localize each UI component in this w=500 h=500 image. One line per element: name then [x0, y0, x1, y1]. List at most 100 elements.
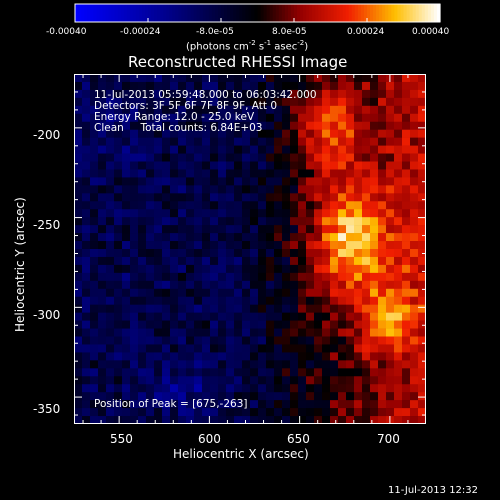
heatmap-cell: [370, 344, 379, 353]
heatmap-cell: [138, 400, 147, 409]
colorbar-segment: [233, 4, 237, 22]
heatmap-cell: [130, 408, 139, 417]
heatmap-cell: [290, 113, 299, 123]
heatmap-cell: [138, 153, 147, 162]
heatmap-cell: [410, 272, 419, 282]
heatmap-cell: [298, 304, 307, 313]
heatmap-cell: [178, 352, 187, 361]
heatmap-cell: [154, 328, 163, 337]
heatmap-cell: [330, 360, 339, 369]
heatmap-cell: [202, 280, 211, 290]
heatmap-cell: [154, 312, 163, 321]
heatmap-cell: [202, 360, 211, 369]
heatmap-cell: [130, 153, 139, 162]
colorbar-segment: [202, 4, 207, 22]
heatmap-cell: [386, 233, 395, 242]
heatmap-cell: [210, 312, 219, 321]
heatmap-cell: [338, 81, 347, 91]
heatmap-cell: [306, 280, 315, 290]
heatmap-cell: [282, 185, 291, 194]
heatmap-cell: [154, 225, 163, 234]
heatmap-cell: [74, 169, 83, 178]
heatmap-cell: [98, 320, 107, 329]
heatmap-cell: [154, 169, 163, 178]
heatmap-cell: [386, 392, 395, 401]
heatmap-cell: [186, 264, 195, 274]
heatmap-cell: [250, 368, 259, 377]
heatmap-cell: [234, 121, 243, 130]
heatmap-cell: [282, 256, 291, 266]
heatmap-cell: [298, 256, 307, 266]
heatmap-cell: [282, 416, 291, 424]
heatmap-cell: [138, 129, 147, 138]
colorbar-segment: [230, 4, 234, 22]
heatmap-cell: [354, 352, 363, 361]
heatmap-cell: [274, 209, 283, 218]
heatmap-cell: [74, 296, 83, 305]
heatmap-cell: [74, 384, 83, 393]
colorbar-segment: [87, 4, 91, 22]
heatmap-plot: [74, 74, 426, 424]
heatmap-cell: [354, 312, 363, 321]
heatmap-cell: [418, 169, 426, 178]
heatmap-cell: [122, 153, 131, 162]
heatmap-cell: [338, 296, 347, 305]
heatmap-cell: [282, 217, 291, 226]
heatmap-cell: [258, 161, 267, 170]
heatmap-cell: [346, 416, 355, 424]
heatmap-cell: [306, 169, 315, 178]
colorbar-segment: [342, 4, 347, 22]
heatmap-cell: [362, 280, 371, 290]
heatmap-cell: [306, 121, 315, 130]
heatmap-cell: [194, 256, 203, 266]
colorbar-segment: [415, 4, 420, 22]
heatmap-cell: [250, 352, 259, 361]
heatmap-cell: [274, 328, 283, 337]
heatmap-cell: [202, 328, 211, 337]
heatmap-cell: [386, 376, 395, 385]
heatmap-cell: [106, 256, 115, 266]
heatmap-cell: [346, 129, 355, 138]
detectors-annotation: Detectors: 3F 5F 6F 7F 8F 9F, Att 0: [94, 100, 278, 112]
heatmap-cell: [322, 129, 331, 138]
heatmap-cell: [338, 169, 347, 178]
heatmap-cell: [362, 145, 371, 154]
heatmap-cell: [402, 185, 411, 194]
heatmap-cell: [90, 81, 99, 91]
heatmap-cell: [410, 129, 419, 138]
heatmap-cell: [386, 145, 395, 154]
heatmap-cell: [106, 217, 115, 226]
heatmap-cell: [346, 256, 355, 266]
heatmap-cell: [146, 241, 155, 250]
heatmap-cell: [298, 225, 307, 234]
heatmap-cell: [282, 105, 291, 115]
heatmap-cell: [98, 153, 107, 162]
heatmap-cell: [154, 336, 163, 345]
heatmap-cell: [234, 352, 243, 361]
heatmap-cell: [202, 185, 211, 194]
heatmap-cell: [130, 121, 139, 130]
heatmap-cell: [298, 121, 307, 130]
heatmap-cell: [202, 376, 211, 385]
heatmap-cell: [418, 256, 426, 266]
heatmap-cell: [346, 145, 355, 154]
heatmap-cell: [338, 233, 347, 242]
heatmap-cell: [394, 153, 403, 162]
heatmap-cell: [106, 249, 115, 258]
heatmap-cell: [394, 416, 403, 424]
heatmap-cell: [178, 105, 187, 115]
heatmap-cell: [242, 121, 251, 130]
heatmap-cell: [186, 209, 195, 218]
heatmap-cell: [298, 288, 307, 298]
heatmap-cell: [98, 280, 107, 290]
heatmap-cell: [114, 312, 123, 321]
heatmap-cell: [282, 288, 291, 298]
heatmap-cell: [122, 225, 131, 234]
heatmap-cell: [90, 360, 99, 369]
heatmap-cell: [394, 89, 403, 99]
heatmap-cell: [274, 320, 283, 329]
heatmap-cell: [194, 217, 203, 226]
heatmap-cell: [370, 328, 379, 337]
heatmap-cell: [362, 336, 371, 345]
heatmap-cell: [346, 352, 355, 361]
